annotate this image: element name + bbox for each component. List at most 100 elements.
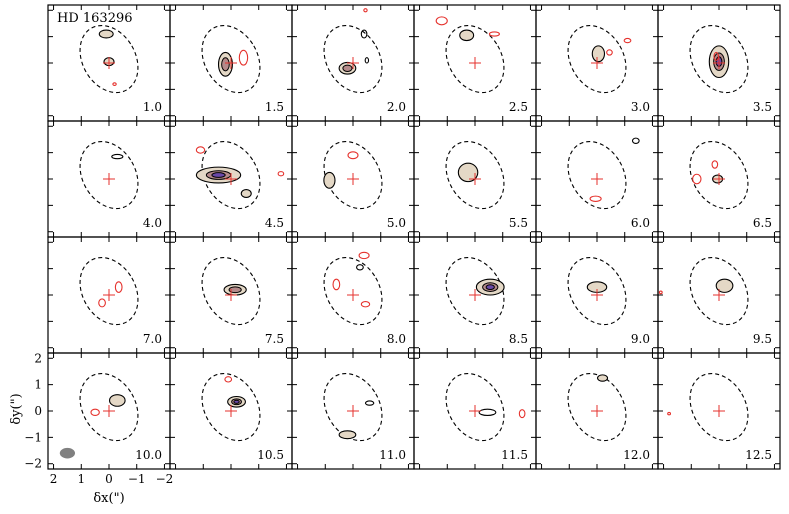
negative-contour	[90, 408, 100, 417]
channel-panel-10.0: 10.0 2 1 0 −1 −2 2 1 0 −1 −2	[24, 351, 173, 486]
negative-contour	[238, 49, 249, 66]
disk-ellipse	[323, 256, 383, 326]
velocity-label: 10.5	[257, 448, 284, 462]
emission-contour	[364, 400, 375, 406]
velocity-label: 12.0	[623, 448, 650, 462]
disk-ellipse	[323, 24, 383, 94]
disk-ellipse	[79, 140, 139, 210]
disk-ellipse	[323, 372, 383, 442]
velocity-label: 6.0	[631, 216, 650, 230]
disk-ellipse	[79, 256, 139, 326]
emission-contour-inner	[221, 57, 230, 72]
velocity-label: 11.5	[501, 448, 528, 462]
velocity-label: 4.0	[143, 216, 162, 230]
negative-contour	[98, 298, 106, 308]
velocity-label: 6.5	[753, 216, 772, 230]
negative-contour	[114, 281, 123, 293]
disk-ellipse	[201, 372, 261, 442]
emission-contour	[478, 408, 497, 417]
negative-contour	[713, 51, 719, 61]
negative-contour	[589, 195, 602, 202]
emission-contour	[356, 264, 364, 271]
disk-ellipse	[201, 140, 261, 210]
y-tick-label: −1	[24, 430, 42, 444]
channel-panel-12.0: 12.0	[535, 352, 659, 470]
channel-panel-4.5: 4.5	[169, 120, 293, 238]
emission-peak	[211, 172, 226, 178]
velocity-label: 5.0	[387, 216, 406, 230]
beam-ellipse	[59, 447, 76, 459]
channel-panel-11.5: 11.5	[413, 352, 537, 470]
negative-contour	[435, 16, 448, 26]
emission-contour-inner	[342, 64, 353, 72]
emission-contour	[457, 162, 479, 183]
velocity-label: 4.5	[265, 216, 284, 230]
x-tick-label: 1	[77, 472, 85, 486]
velocity-label: 2.0	[387, 100, 406, 114]
x-tick-label: −2	[156, 472, 174, 486]
disk-ellipse	[79, 372, 139, 442]
y-tick-label: −2	[24, 457, 42, 471]
velocity-label: 11.0	[379, 448, 406, 462]
y-tick-label: 0	[34, 404, 42, 418]
emission-peak	[233, 399, 240, 404]
velocity-label: 7.0	[143, 332, 162, 346]
velocity-label: 9.5	[753, 332, 772, 346]
negative-contour	[606, 49, 613, 56]
channel-panel-5.5: 5.5	[413, 120, 537, 238]
negative-contour	[195, 146, 206, 154]
negative-contour	[692, 173, 702, 185]
negative-contour	[667, 411, 672, 416]
channel-panel-2.5: 2.5	[413, 4, 537, 122]
disk-ellipse	[201, 24, 261, 94]
y-tick-label: 2	[34, 351, 42, 365]
velocity-label: 8.5	[509, 332, 528, 346]
channel-panel-11.0: 11.0	[291, 352, 415, 470]
chart-title: HD 163296	[57, 11, 133, 26]
channel-panel-4.0: 4.0	[47, 120, 171, 238]
velocity-label: 8.0	[387, 332, 406, 346]
negative-contour	[658, 290, 663, 295]
emission-contour	[111, 153, 124, 160]
negative-contour	[363, 8, 368, 13]
channel-panel-6.0: 6.0	[535, 120, 659, 238]
emission-contour	[240, 188, 252, 199]
channel-panel-3.0: 3.0	[535, 4, 659, 122]
x-axis-label: δx(")	[93, 491, 124, 506]
disk-ellipse	[201, 256, 261, 326]
negative-contour	[488, 31, 500, 37]
negative-contour	[224, 376, 233, 383]
velocity-label: 2.5	[509, 100, 528, 114]
emission-contour	[459, 29, 475, 42]
emission-contour	[109, 394, 126, 407]
emission-contour	[591, 45, 606, 63]
channel-panel-1.5: 1.5	[169, 4, 293, 122]
channel-panel-2.0: 2.0	[291, 4, 415, 122]
negative-contour	[277, 171, 285, 177]
emission-contour	[323, 171, 336, 189]
velocity-label: 1.5	[265, 100, 284, 114]
emission-contour	[364, 57, 370, 64]
channel-panel-7.0: 7.0	[47, 236, 171, 354]
velocity-label: 12.5	[745, 448, 772, 462]
negative-contour	[360, 301, 371, 308]
channel-panel-9.0: 9.0	[535, 236, 659, 354]
channel-panel-9.5: 9.5	[657, 236, 781, 354]
emission-contour	[715, 278, 734, 293]
emission-contour	[338, 430, 357, 440]
disk-ellipse	[445, 140, 505, 210]
disk-ellipse	[445, 24, 505, 94]
emission-contour	[597, 374, 609, 382]
negative-contour	[518, 409, 526, 419]
velocity-label: 7.5	[265, 332, 284, 346]
velocity-label: 3.0	[631, 100, 650, 114]
y-tick-label: 1	[34, 378, 42, 392]
emission-peak	[485, 284, 495, 290]
disk-ellipse	[79, 24, 139, 94]
emission-contour	[631, 137, 640, 144]
negative-contour	[358, 251, 370, 260]
channel-panel-10.5: 10.5	[169, 352, 293, 470]
disk-ellipse	[445, 372, 505, 442]
negative-contour	[623, 37, 632, 44]
